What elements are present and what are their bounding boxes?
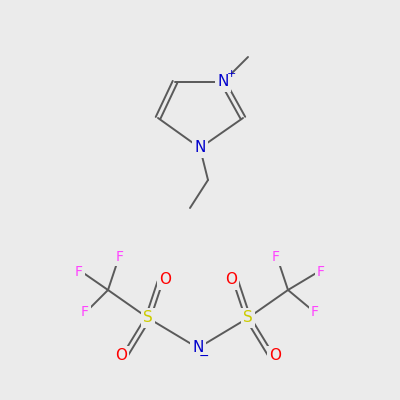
Text: F: F bbox=[317, 265, 325, 279]
Text: S: S bbox=[143, 310, 153, 326]
Text: N: N bbox=[192, 340, 204, 356]
Text: −: − bbox=[199, 350, 209, 362]
Text: O: O bbox=[269, 348, 281, 364]
Text: F: F bbox=[75, 265, 83, 279]
Text: N: N bbox=[194, 140, 206, 156]
Text: N: N bbox=[217, 74, 229, 90]
Text: O: O bbox=[225, 272, 237, 288]
Text: F: F bbox=[116, 250, 124, 264]
Text: S: S bbox=[243, 310, 253, 326]
Text: O: O bbox=[159, 272, 171, 288]
Text: O: O bbox=[115, 348, 127, 364]
Text: +: + bbox=[226, 69, 236, 79]
Text: F: F bbox=[81, 305, 89, 319]
Text: F: F bbox=[311, 305, 319, 319]
Text: F: F bbox=[272, 250, 280, 264]
